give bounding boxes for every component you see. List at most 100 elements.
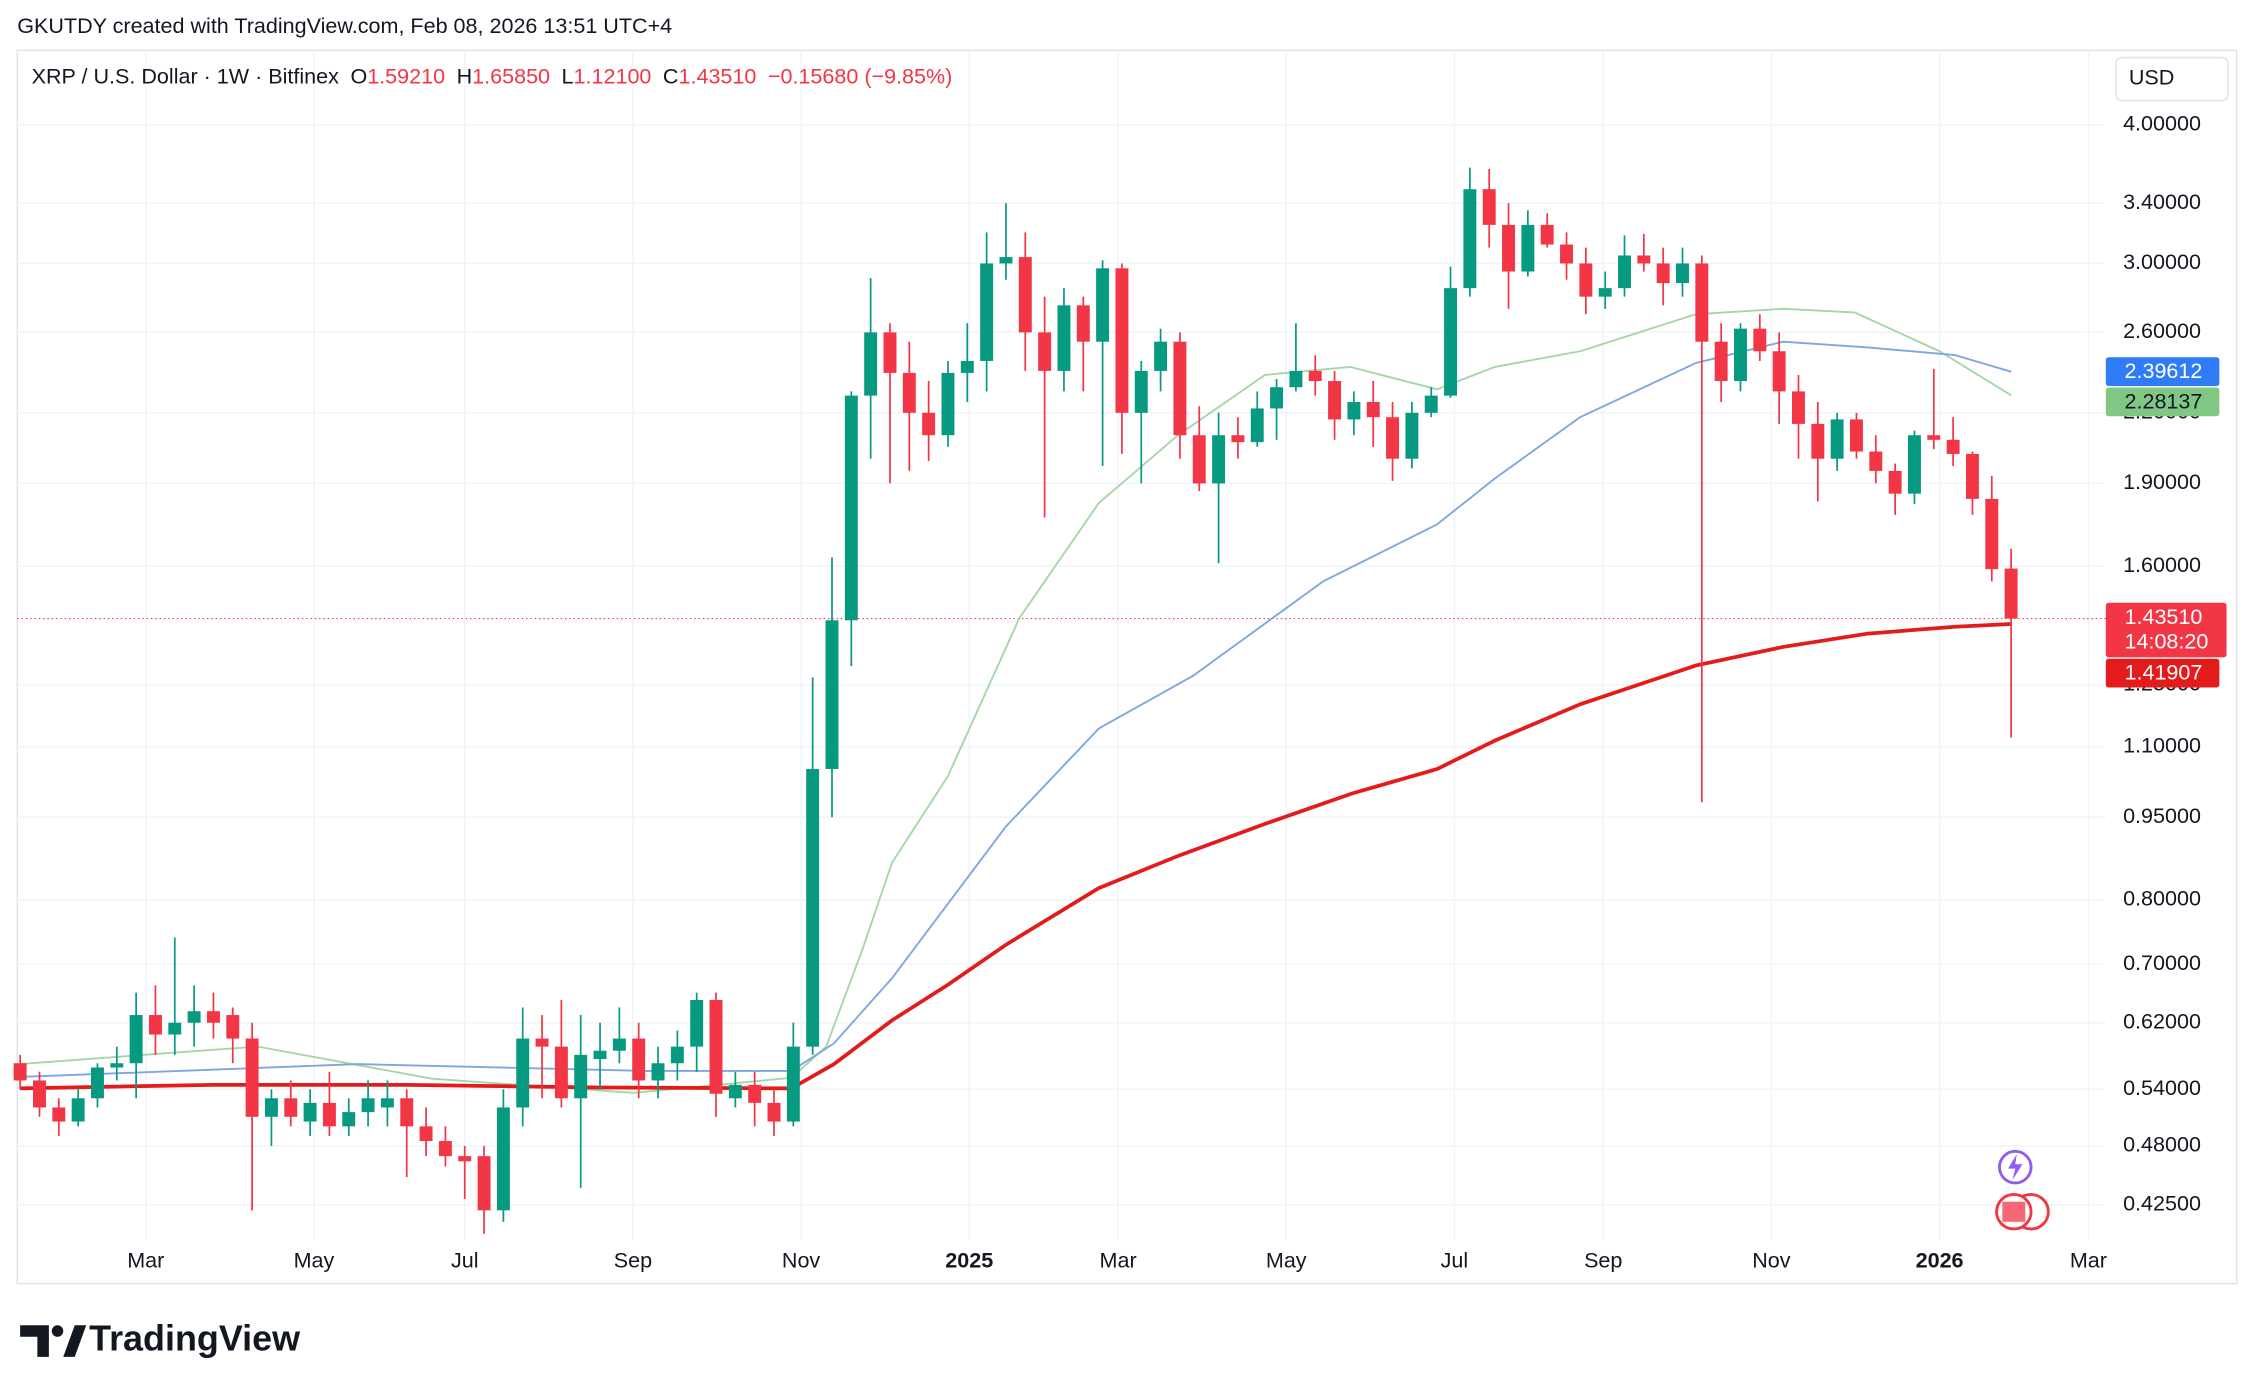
legend-item: 1.65850 <box>472 63 550 88</box>
candle-body <box>1366 401 1380 418</box>
candle-body <box>496 1107 510 1211</box>
x-tick-label: Jul <box>451 1248 479 1273</box>
candle-body <box>1076 305 1090 342</box>
candle-body <box>786 1046 800 1122</box>
candle-body <box>284 1098 298 1117</box>
candle-body <box>110 1063 124 1068</box>
candle-body <box>1734 328 1747 382</box>
y-tick-label: 0.54000 <box>2123 1075 2201 1100</box>
candle-body <box>1637 255 1651 264</box>
candle-body <box>1598 288 1612 297</box>
candle-body <box>1927 435 1941 440</box>
currency[interactable]: USD <box>2129 65 2175 90</box>
y-tick-label: 4.00000 <box>2123 111 2201 136</box>
candle-body <box>1714 341 1728 382</box>
legend-item: L <box>562 63 574 88</box>
logo: TradingView <box>20 1318 301 1359</box>
price-label-box <box>2105 387 2220 417</box>
candle-body <box>1849 419 1863 452</box>
candle-body <box>1830 419 1844 459</box>
candle-body <box>1560 244 1573 264</box>
candle-body <box>1907 435 1921 494</box>
candle-body <box>33 1080 46 1108</box>
candle-body <box>941 372 955 436</box>
x-tick-label: Sep <box>1584 1248 1622 1273</box>
x-tick-label: Jul <box>1441 1248 1469 1273</box>
candle-body <box>1173 341 1187 436</box>
candle-body <box>187 1011 201 1023</box>
candle-body <box>1212 435 1226 484</box>
candle-body <box>690 999 704 1047</box>
candle-body <box>1250 408 1264 443</box>
price-label: 2.39612 <box>2125 358 2203 383</box>
candle-body <box>574 1054 588 1099</box>
currency-button[interactable] <box>2115 56 2229 102</box>
candle-body <box>380 1098 394 1108</box>
candle-body <box>322 1102 336 1127</box>
candle-body <box>1405 412 1419 459</box>
legend-item: O <box>350 63 367 88</box>
candle-body <box>1038 332 1052 371</box>
candle-body <box>632 1038 646 1081</box>
candle-body <box>303 1102 317 1122</box>
candle-body <box>1869 451 1883 471</box>
candle-body <box>1115 268 1129 413</box>
price-label: 2.28137 <box>2125 388 2203 413</box>
y-tick-label: 0.62000 <box>2123 1008 2201 1033</box>
candle-body <box>516 1038 530 1108</box>
candle-body <box>264 1098 278 1117</box>
candle-body <box>458 1156 472 1162</box>
chart-frame <box>16 49 2238 1285</box>
candle-body <box>1096 268 1110 342</box>
candle-body <box>342 1112 356 1127</box>
candle-body <box>438 1141 452 1157</box>
candle-body <box>1347 401 1361 420</box>
countdown: 14:08:20 <box>2125 629 2209 654</box>
candle-body <box>1502 224 1516 272</box>
x-tick-label: 2026 <box>1916 1248 1964 1273</box>
candle-body <box>1289 370 1303 388</box>
legend-item: H <box>457 63 473 88</box>
candle-body <box>71 1098 85 1122</box>
legend-item: 1.12100 <box>574 63 652 88</box>
candle-body <box>1676 263 1689 284</box>
candle-body <box>1888 470 1902 494</box>
candle-body <box>999 257 1013 264</box>
plot-area <box>13 167 2106 1234</box>
logo-mark <box>51 1325 64 1337</box>
candle-body <box>1579 263 1593 297</box>
candle-body <box>670 1046 684 1064</box>
candle-body <box>1018 257 1032 333</box>
candle-body <box>709 999 723 1094</box>
price-label: 1.41907 <box>2125 660 2203 685</box>
candle-body <box>1965 453 1979 499</box>
candle-body <box>1521 224 1535 272</box>
y-tick-label: 0.80000 <box>2123 886 2201 911</box>
candle-body <box>980 263 994 361</box>
candle-body <box>1792 391 1805 424</box>
legend-item: 1.43510 <box>678 63 756 88</box>
candle-body <box>1482 189 1496 225</box>
candle-body <box>1057 305 1071 371</box>
candle-body <box>864 332 878 396</box>
y-tick-label: 0.48000 <box>2123 1132 2201 1157</box>
x-tick-label: Mar <box>1100 1248 1137 1273</box>
candle-body <box>1946 439 1960 454</box>
icon <box>2002 1201 2026 1222</box>
candle-body <box>206 1011 220 1023</box>
candle-body <box>612 1038 626 1051</box>
x-tick-label: 2025 <box>945 1248 993 1273</box>
candle-body <box>1540 224 1554 245</box>
candle-body <box>2004 568 2018 619</box>
legend: XRP / U.S. Dollar · 1W · Bitfinex O1.5921… <box>32 63 953 88</box>
candle-body <box>748 1084 762 1103</box>
candle-body <box>844 395 858 621</box>
candle-body <box>1231 435 1245 443</box>
candle-body <box>148 1015 162 1035</box>
candle-body <box>226 1015 240 1039</box>
logo-mark <box>20 1325 49 1357</box>
candle-body <box>477 1156 491 1211</box>
candle-body <box>535 1038 549 1047</box>
price-label-box <box>2105 602 2227 658</box>
